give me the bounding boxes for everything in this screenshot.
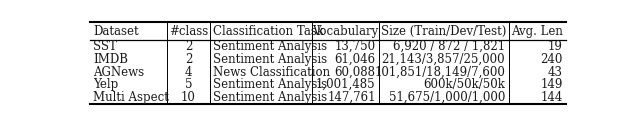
Text: 21,143/3,857/25,000: 21,143/3,857/25,000 — [381, 53, 505, 66]
Text: Sentiment Analysis: Sentiment Analysis — [213, 40, 327, 53]
Text: News Classification: News Classification — [213, 66, 330, 79]
Text: Dataset: Dataset — [93, 25, 139, 38]
Text: 10: 10 — [181, 91, 196, 104]
Text: 101,851/18,149/7,600: 101,851/18,149/7,600 — [374, 66, 505, 79]
Text: 61,046: 61,046 — [335, 53, 376, 66]
Text: Classification Task: Classification Task — [213, 25, 324, 38]
Text: Sentiment Analysis: Sentiment Analysis — [213, 91, 327, 104]
Text: 6,920 / 872 / 1,821: 6,920 / 872 / 1,821 — [393, 40, 505, 53]
Text: 13,750: 13,750 — [335, 40, 376, 53]
Text: Sentiment Analysis: Sentiment Analysis — [213, 78, 327, 91]
Text: 4: 4 — [185, 66, 192, 79]
Text: 51,675/1,000/1,000: 51,675/1,000/1,000 — [389, 91, 505, 104]
Text: AGNews: AGNews — [93, 66, 145, 79]
Text: SST: SST — [93, 40, 117, 53]
Text: 600k/50k/50k: 600k/50k/50k — [424, 78, 505, 91]
Text: 43: 43 — [548, 66, 563, 79]
Text: Size (Train/Dev/Test): Size (Train/Dev/Test) — [381, 25, 507, 38]
Text: Multi Aspect: Multi Aspect — [93, 91, 169, 104]
Text: Yelp: Yelp — [93, 78, 118, 91]
Text: 2: 2 — [185, 40, 192, 53]
Text: 5: 5 — [185, 78, 192, 91]
Text: #class: #class — [169, 25, 208, 38]
Text: IMDB: IMDB — [93, 53, 129, 66]
Text: Vocabulary: Vocabulary — [312, 25, 379, 38]
Text: 2: 2 — [185, 53, 192, 66]
Text: 147,761: 147,761 — [327, 91, 376, 104]
Text: 19: 19 — [548, 40, 563, 53]
Text: 240: 240 — [540, 53, 563, 66]
Text: 1,001,485: 1,001,485 — [316, 78, 376, 91]
Text: Sentiment Analysis: Sentiment Analysis — [213, 53, 327, 66]
Text: Avg. Len: Avg. Len — [511, 25, 563, 38]
Text: 60,088: 60,088 — [335, 66, 376, 79]
Text: 144: 144 — [540, 91, 563, 104]
Text: 149: 149 — [540, 78, 563, 91]
